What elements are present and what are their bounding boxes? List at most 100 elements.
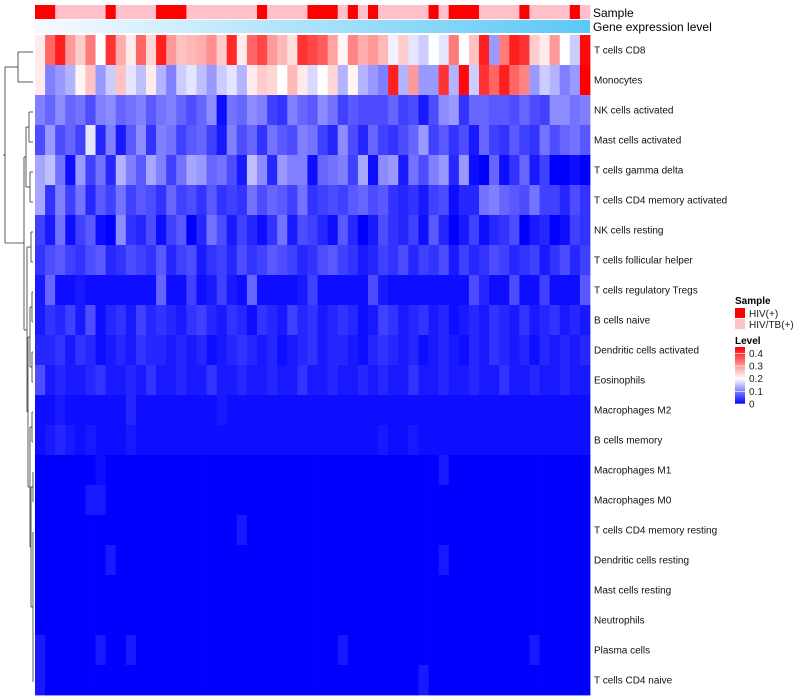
row-label: Macrophages M1 (594, 466, 672, 477)
heatmap-cell (55, 365, 66, 396)
heatmap-cell (499, 515, 510, 546)
heatmap-cell (146, 635, 157, 666)
heatmap-cell (135, 395, 147, 426)
heatmap-cell (388, 365, 399, 396)
legend-tick-label: 0.2 (749, 374, 763, 385)
heatmap-cell (105, 575, 117, 606)
heatmap-cell (378, 335, 389, 366)
heatmap-cell (297, 575, 308, 606)
heatmap-cell (337, 575, 349, 606)
heatmap-cell (35, 395, 46, 426)
heatmap-cell (499, 665, 510, 696)
heatmap-cell (408, 545, 419, 576)
heatmap-cell (216, 305, 228, 336)
heatmap-cell (499, 485, 510, 516)
heatmap-cell (176, 425, 187, 456)
heatmap-cell (35, 215, 46, 246)
heatmap-cell (428, 515, 440, 546)
heatmap-cell (236, 335, 248, 366)
heatmap-cell (45, 575, 56, 606)
heatmap-cell (489, 365, 500, 396)
heatmap-cell (327, 365, 339, 396)
heatmap-cell (499, 275, 510, 306)
heatmap-cell (357, 65, 369, 96)
heatmap-cell (579, 635, 591, 666)
heatmap-cell (35, 305, 46, 336)
heatmap-cell (176, 125, 187, 156)
heatmap-cell (186, 515, 197, 546)
heatmap-cell (176, 485, 187, 516)
heatmap-cell (45, 455, 56, 486)
heatmap-cell (468, 425, 480, 456)
heatmap-cell (529, 185, 540, 216)
heatmap-cell (246, 635, 258, 666)
heatmap-cell (448, 185, 460, 216)
heatmap-cell (216, 215, 228, 246)
heatmap-cell (35, 335, 46, 366)
heatmap-cell (468, 125, 480, 156)
sample-annotation-cell (327, 5, 339, 19)
heatmap-cell (519, 335, 530, 366)
heatmap-cell (267, 95, 278, 126)
heatmap-cell (347, 245, 359, 276)
heatmap-cell (378, 65, 389, 96)
heatmap-cell (489, 485, 500, 516)
heatmap-cell (75, 335, 86, 366)
heatmap-cell (327, 425, 339, 456)
heatmap-cell (146, 395, 157, 426)
heatmap-cell (499, 455, 510, 486)
heatmap-cell (156, 335, 167, 366)
heatmap-cell (317, 635, 329, 666)
heatmap-cell (458, 425, 470, 456)
heatmap-cell (267, 485, 278, 516)
heatmap-cell (519, 35, 530, 66)
heatmap-cell (398, 455, 409, 486)
heatmap-cell (257, 515, 268, 546)
heatmap-cell (357, 455, 369, 486)
heatmap-cell (95, 275, 107, 306)
heatmap-cell (428, 425, 440, 456)
heatmap-cell (479, 185, 490, 216)
heatmap-cell (75, 275, 86, 306)
heatmap-cell (307, 395, 318, 426)
heatmap-cell (176, 455, 187, 486)
heatmap-cell (509, 35, 520, 66)
heatmap-cell (549, 335, 561, 366)
heatmap-cell (337, 545, 349, 576)
heatmap-cell (125, 185, 137, 216)
heatmap-cell (246, 365, 258, 396)
sample-annotation-cell (85, 5, 96, 19)
heatmap-cell (246, 305, 258, 336)
heatmap-cell (378, 155, 389, 186)
heatmap-cell (388, 545, 399, 576)
heatmap-cell (156, 545, 167, 576)
heatmap-cell (105, 515, 117, 546)
heatmap-cell (418, 455, 429, 486)
heatmap-cell (317, 515, 329, 546)
heatmap-cell (509, 395, 520, 426)
heatmap-cell (559, 215, 571, 246)
heatmap-cell (347, 545, 359, 576)
heatmap-cell (135, 365, 147, 396)
heatmap-cell (519, 395, 530, 426)
heatmap-cell (35, 155, 46, 186)
legend-level-ticks: 0.4 0.30.2 0.1 0 (735, 349, 763, 411)
heatmap-cell (146, 455, 157, 486)
heatmap-cell (206, 185, 218, 216)
heatmap-cell (519, 125, 530, 156)
heatmap-cell (509, 335, 520, 366)
heatmap-cell (559, 485, 571, 516)
heatmap-cell (115, 605, 127, 636)
heatmap-cell (529, 335, 540, 366)
heatmap-cell (287, 35, 298, 66)
heatmap-cell (499, 545, 510, 576)
heatmap-cell (85, 575, 96, 606)
heatmap-cell (35, 95, 46, 126)
heatmap-cell (236, 575, 248, 606)
heatmap-cell (317, 275, 329, 306)
heatmap-cell (579, 275, 591, 306)
heatmap-cell (297, 425, 308, 456)
heatmap-cell (176, 275, 187, 306)
heatmap-cell (479, 425, 490, 456)
heatmap-cell (317, 485, 329, 516)
